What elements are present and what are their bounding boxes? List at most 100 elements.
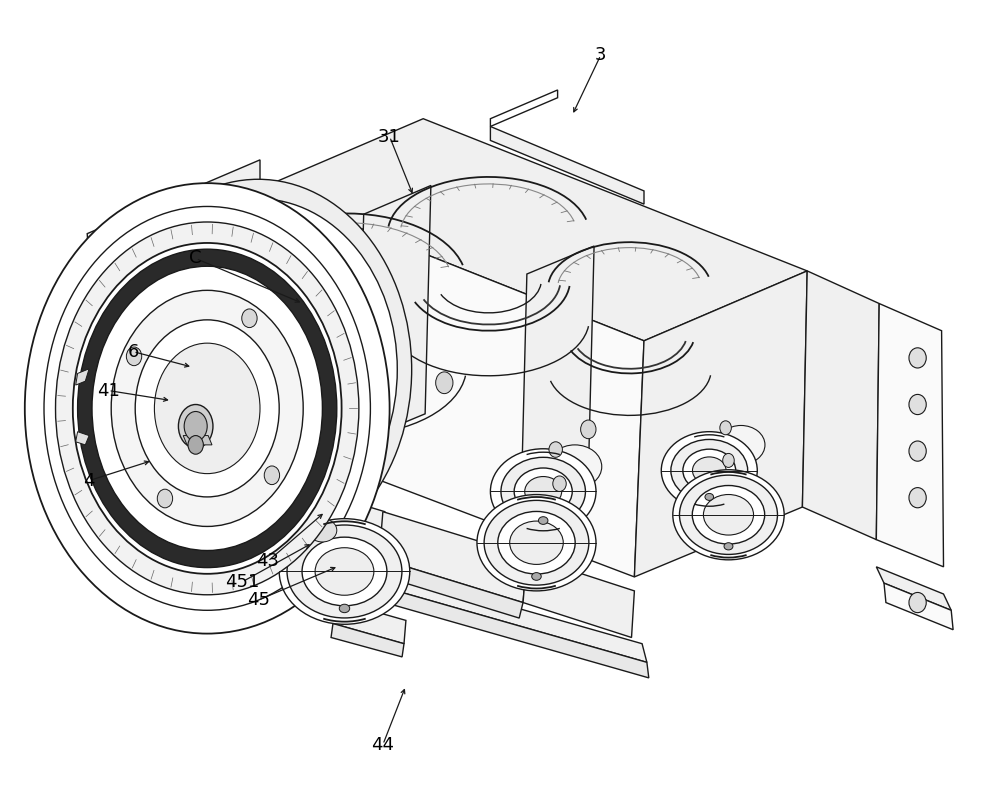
Ellipse shape — [549, 442, 562, 457]
Polygon shape — [296, 507, 346, 543]
Polygon shape — [217, 540, 649, 678]
Polygon shape — [236, 468, 385, 558]
Ellipse shape — [126, 347, 142, 366]
Ellipse shape — [73, 243, 342, 574]
Polygon shape — [262, 564, 335, 579]
Polygon shape — [802, 271, 879, 540]
Ellipse shape — [724, 543, 733, 550]
Text: 31: 31 — [378, 128, 401, 146]
Ellipse shape — [723, 453, 734, 468]
Ellipse shape — [703, 494, 754, 535]
Ellipse shape — [532, 573, 541, 580]
Ellipse shape — [484, 501, 589, 585]
Ellipse shape — [157, 489, 173, 508]
Polygon shape — [331, 624, 404, 657]
Polygon shape — [521, 246, 594, 504]
Polygon shape — [246, 188, 644, 577]
Ellipse shape — [274, 544, 322, 583]
Polygon shape — [358, 185, 431, 442]
Ellipse shape — [909, 488, 926, 508]
Polygon shape — [379, 511, 527, 603]
Polygon shape — [333, 600, 406, 644]
Text: 45: 45 — [247, 591, 270, 609]
Polygon shape — [490, 90, 558, 126]
Polygon shape — [876, 567, 951, 610]
Ellipse shape — [279, 519, 410, 625]
Ellipse shape — [178, 404, 213, 448]
Text: 4: 4 — [83, 472, 95, 489]
Ellipse shape — [287, 525, 402, 618]
Ellipse shape — [111, 290, 303, 527]
Ellipse shape — [538, 517, 548, 524]
Ellipse shape — [498, 511, 575, 574]
Ellipse shape — [44, 206, 370, 610]
Ellipse shape — [717, 426, 765, 464]
Ellipse shape — [339, 604, 350, 612]
Ellipse shape — [104, 180, 412, 560]
Polygon shape — [884, 583, 953, 629]
Ellipse shape — [490, 449, 596, 534]
Ellipse shape — [78, 249, 337, 568]
Polygon shape — [76, 188, 260, 503]
Ellipse shape — [56, 222, 359, 595]
Ellipse shape — [671, 439, 748, 502]
Ellipse shape — [909, 348, 926, 368]
Ellipse shape — [25, 183, 390, 633]
Ellipse shape — [909, 395, 926, 414]
Ellipse shape — [661, 432, 757, 510]
Ellipse shape — [510, 521, 563, 565]
Polygon shape — [876, 303, 944, 567]
Ellipse shape — [315, 548, 374, 595]
Ellipse shape — [553, 476, 566, 492]
Ellipse shape — [302, 537, 387, 606]
Text: 451: 451 — [226, 573, 260, 591]
Ellipse shape — [135, 320, 279, 497]
Ellipse shape — [692, 457, 726, 484]
Text: 6: 6 — [128, 343, 139, 361]
Polygon shape — [634, 271, 807, 577]
Ellipse shape — [242, 309, 257, 328]
Polygon shape — [233, 515, 380, 575]
Polygon shape — [87, 160, 260, 262]
Ellipse shape — [151, 344, 174, 372]
Ellipse shape — [308, 519, 337, 542]
Ellipse shape — [514, 468, 572, 515]
Polygon shape — [212, 521, 647, 663]
Polygon shape — [76, 432, 89, 445]
Text: 43: 43 — [256, 553, 279, 570]
Ellipse shape — [548, 445, 602, 489]
Ellipse shape — [436, 372, 453, 394]
Text: C: C — [189, 249, 202, 268]
Text: 3: 3 — [595, 46, 607, 64]
Text: 44: 44 — [371, 735, 394, 754]
Ellipse shape — [154, 343, 260, 473]
Ellipse shape — [119, 199, 397, 540]
Ellipse shape — [151, 280, 174, 308]
Ellipse shape — [501, 457, 585, 526]
Ellipse shape — [264, 466, 280, 485]
Ellipse shape — [720, 421, 731, 434]
Polygon shape — [260, 119, 807, 341]
Ellipse shape — [292, 316, 311, 338]
Ellipse shape — [477, 494, 596, 591]
Ellipse shape — [683, 449, 736, 492]
Polygon shape — [76, 369, 89, 385]
Text: 41: 41 — [97, 382, 120, 400]
Ellipse shape — [525, 477, 562, 506]
Polygon shape — [375, 558, 523, 618]
Ellipse shape — [673, 470, 784, 560]
Ellipse shape — [92, 266, 322, 550]
Ellipse shape — [581, 420, 596, 438]
Ellipse shape — [184, 412, 207, 441]
Ellipse shape — [909, 592, 926, 612]
Ellipse shape — [679, 475, 777, 554]
Ellipse shape — [909, 441, 926, 461]
Polygon shape — [295, 529, 344, 553]
Ellipse shape — [262, 534, 335, 593]
Polygon shape — [183, 435, 212, 445]
Ellipse shape — [692, 485, 765, 544]
Ellipse shape — [705, 493, 714, 501]
Polygon shape — [523, 556, 634, 637]
Polygon shape — [490, 126, 644, 204]
Ellipse shape — [188, 435, 203, 454]
